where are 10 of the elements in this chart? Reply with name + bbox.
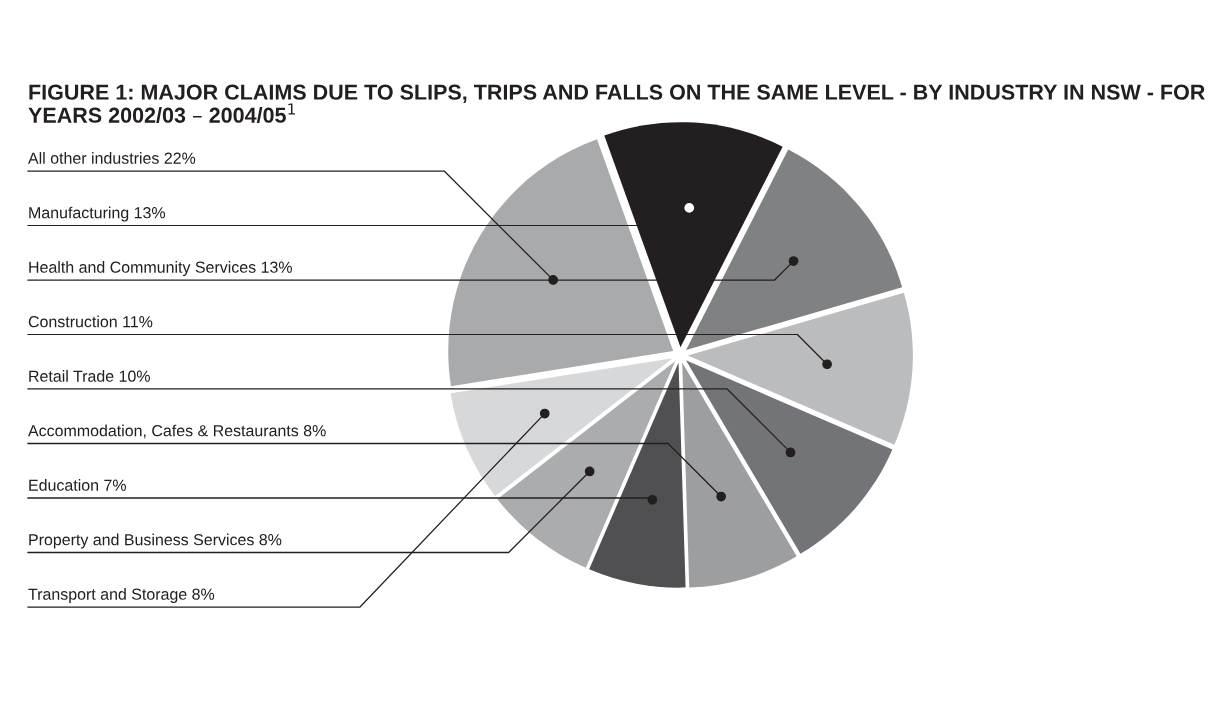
slice-label: Accommodation, Cafes & Restaurants 8%: [28, 424, 326, 439]
slice-label: All other industries 22%: [28, 152, 196, 164]
slice-label: Transport and Storage 8%: [28, 588, 215, 603]
slice-label: Property and Business Services 8%: [29, 533, 282, 549]
slice-label: Education 7%: [29, 479, 126, 491]
chart-title: FIGURE 1: MAJOR CLAIMS DUE TO SLIPS, TRIPS AND FALLS ON THE SAME LEVEL - BY INDUSTRY IN NSW - FOR YEARS 2002/03 – 2004/05$^{1}$: [28, 84, 1205, 124]
slice-label: Construction 11%: [28, 315, 153, 328]
slice-label: Manufacturing 13%: [29, 206, 166, 222]
slice-label: Health and Community Services 13%: [29, 261, 292, 276]
slice-label: Retail Trade 10%: [29, 370, 150, 382]
